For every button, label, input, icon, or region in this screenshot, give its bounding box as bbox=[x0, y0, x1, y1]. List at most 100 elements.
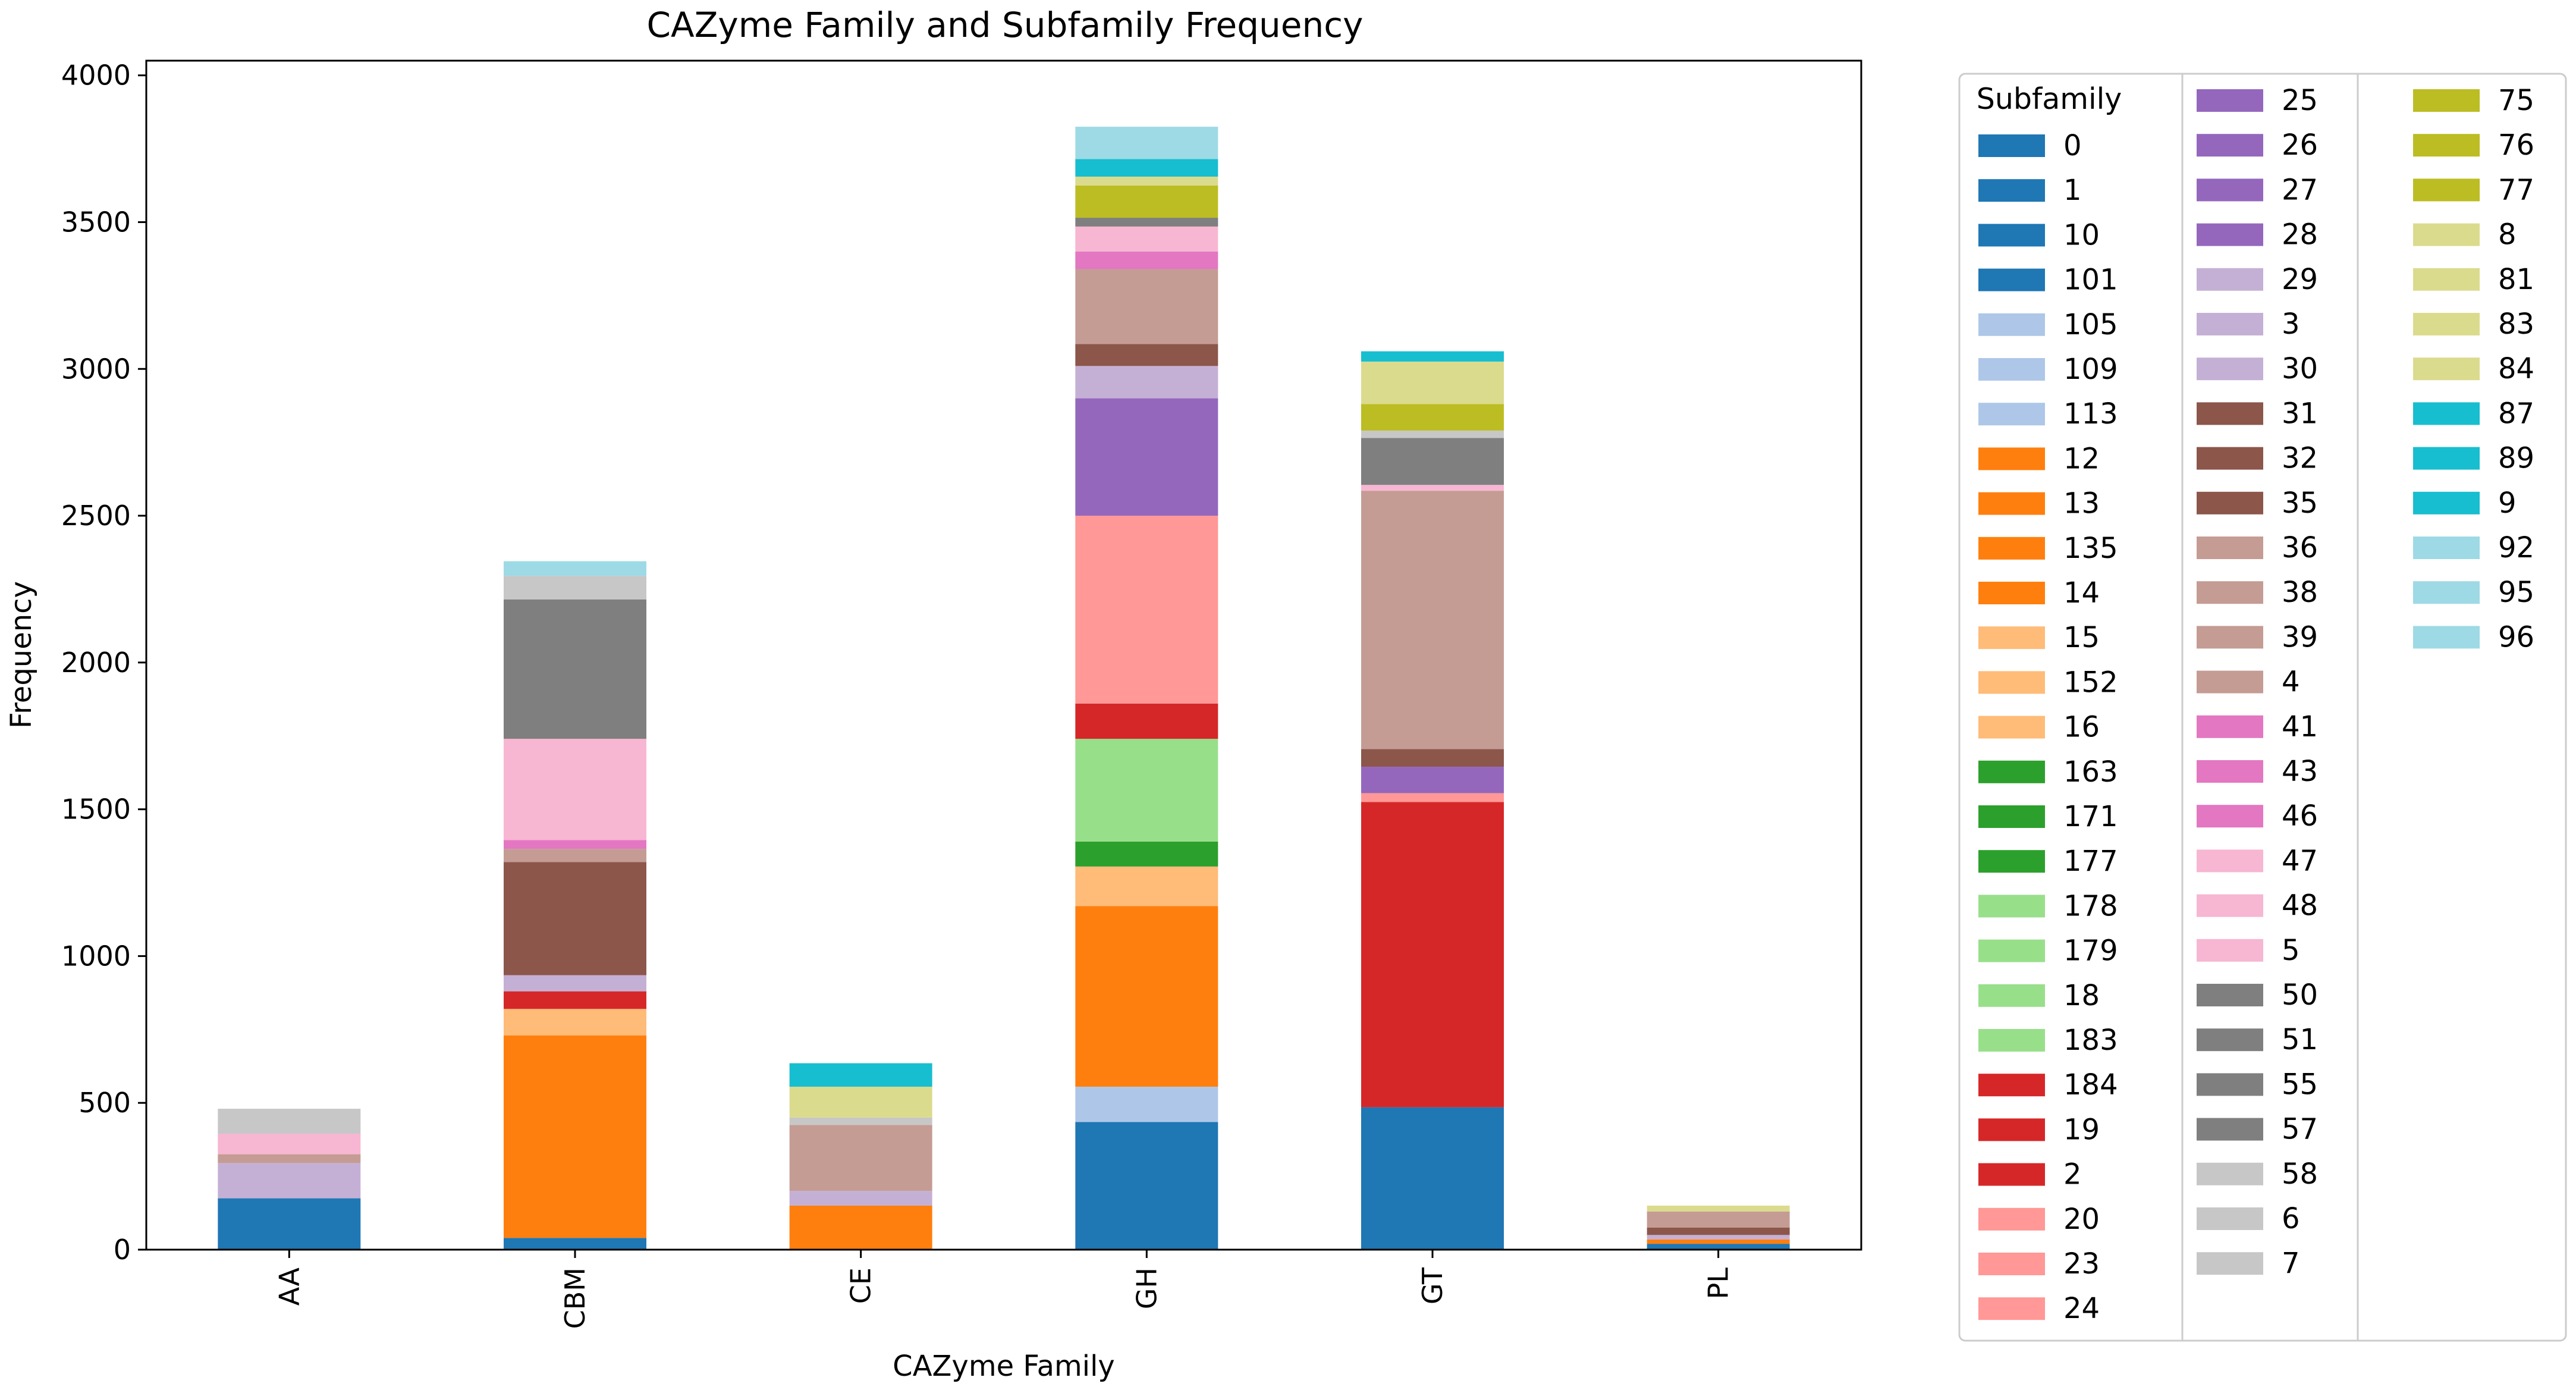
bar-segment-GT-subfamily-77 bbox=[1361, 404, 1504, 431]
legend-label-57: 57 bbox=[2282, 1113, 2318, 1146]
legend-label-24: 24 bbox=[2063, 1292, 2100, 1325]
y-tick-label: 0 bbox=[114, 1234, 131, 1266]
legend-label-105: 105 bbox=[2063, 308, 2118, 341]
bar-segment-CE-subfamily-4 bbox=[789, 1125, 932, 1191]
legend-label-58: 58 bbox=[2282, 1157, 2318, 1191]
legend-swatch-7 bbox=[2197, 1252, 2263, 1275]
legend-swatch-23 bbox=[1978, 1253, 2045, 1275]
x-tick-label-PL: PL bbox=[1702, 1267, 1735, 1300]
legend-label-16: 16 bbox=[2063, 711, 2100, 744]
legend-label-19: 19 bbox=[2063, 1113, 2100, 1146]
legend-swatch-51 bbox=[2197, 1028, 2263, 1052]
bar-segment-GT-subfamily-9 bbox=[1361, 351, 1504, 362]
bar-segment-GT-subfamily-2 bbox=[1361, 802, 1504, 1108]
bar-segment-GH-subfamily-84 bbox=[1075, 176, 1218, 186]
legend-label-5: 5 bbox=[2282, 934, 2300, 967]
legend-label-25: 25 bbox=[2282, 84, 2318, 117]
legend-label-41: 41 bbox=[2282, 710, 2318, 743]
legend-swatch-20 bbox=[1978, 1207, 2045, 1231]
bar-segment-PL-subfamily-4 bbox=[1647, 1211, 1790, 1228]
bar-segment-CBM-subfamily-57 bbox=[504, 599, 646, 739]
legend-label-30: 30 bbox=[2282, 352, 2318, 385]
legend-label-50: 50 bbox=[2282, 978, 2318, 1012]
legend-label-0: 0 bbox=[2063, 129, 2082, 162]
legend-label-38: 38 bbox=[2282, 576, 2318, 609]
legend-swatch-50 bbox=[2197, 984, 2263, 1006]
bar-segment-GH-subfamily-57 bbox=[1075, 218, 1218, 227]
bar-segment-CBM-subfamily-35 bbox=[504, 862, 646, 975]
bar-segment-CE-subfamily-7 bbox=[789, 1117, 932, 1125]
plot-frame bbox=[145, 59, 1862, 1251]
bar-segment-CBM-subfamily-16 bbox=[504, 1009, 646, 1036]
legend-label-177: 177 bbox=[2063, 845, 2118, 878]
legend-label-39: 39 bbox=[2282, 620, 2318, 654]
legend-swatch-178 bbox=[1978, 895, 2045, 918]
legend-label-113: 113 bbox=[2063, 397, 2118, 431]
bar-segment-PL-subfamily-35 bbox=[1647, 1227, 1790, 1235]
bar-segment-PL-subfamily-84 bbox=[1647, 1205, 1790, 1212]
bar-segment-CE-subfamily-84 bbox=[789, 1087, 932, 1118]
legend-swatch-0 bbox=[1978, 134, 2045, 157]
bar-segment-CBM-subfamily-5 bbox=[504, 739, 646, 840]
legend-label-3: 3 bbox=[2282, 308, 2300, 341]
legend-label-31: 31 bbox=[2282, 397, 2318, 430]
x-tick-label-GT: GT bbox=[1416, 1267, 1449, 1304]
legend-swatch-18 bbox=[1978, 984, 2045, 1007]
bar-segment-GH-subfamily-24 bbox=[1075, 516, 1218, 704]
legend-label-101: 101 bbox=[2063, 263, 2118, 297]
y-tick-label: 2500 bbox=[61, 500, 131, 532]
bar-segment-CBM-subfamily-1 bbox=[504, 1238, 646, 1250]
bar-segment-AA-subfamily-7 bbox=[218, 1109, 361, 1134]
bar-segment-GH-subfamily-77 bbox=[1075, 185, 1218, 218]
legend-label-48: 48 bbox=[2282, 889, 2318, 923]
x-tick-label-AA: AA bbox=[273, 1267, 305, 1306]
legend-swatch-81 bbox=[2413, 268, 2480, 291]
bar-segment-GH-subfamily-28 bbox=[1075, 398, 1218, 516]
bar-segment-AA-subfamily-4 bbox=[218, 1154, 361, 1163]
legend-swatch-55 bbox=[2197, 1073, 2263, 1096]
legend-swatch-32 bbox=[2197, 447, 2263, 470]
legend-swatch-38 bbox=[2197, 581, 2263, 604]
bar-segment-GH-subfamily-16 bbox=[1075, 866, 1218, 906]
y-tick-label: 1000 bbox=[61, 940, 131, 972]
bar-segment-GT-subfamily-57 bbox=[1361, 438, 1504, 485]
legend-swatch-3 bbox=[2197, 313, 2263, 335]
legend-swatch-48 bbox=[2197, 894, 2263, 917]
y-tick-label: 3000 bbox=[61, 353, 131, 385]
legend-swatch-9 bbox=[2413, 491, 2480, 514]
bar-segment-GT-subfamily-7 bbox=[1361, 430, 1504, 438]
bar-segment-GH-subfamily-177 bbox=[1075, 841, 1218, 867]
legend-swatch-8 bbox=[2413, 223, 2480, 246]
legend-label-55: 55 bbox=[2282, 1068, 2318, 1101]
legend-swatch-19 bbox=[1978, 1118, 2045, 1141]
legend-swatch-28 bbox=[2197, 223, 2263, 246]
legend-swatch-83 bbox=[2413, 313, 2480, 335]
legend-swatch-24 bbox=[1978, 1297, 2045, 1320]
legend-swatch-27 bbox=[2197, 178, 2263, 202]
legend-swatch-16 bbox=[1978, 716, 2045, 739]
legend-swatch-36 bbox=[2197, 537, 2263, 559]
legend-swatch-76 bbox=[2413, 134, 2480, 157]
bar-segment-AA-subfamily-1 bbox=[218, 1198, 361, 1250]
legend-label-109: 109 bbox=[2063, 353, 2118, 386]
legend-label-20: 20 bbox=[2063, 1203, 2100, 1236]
bar-segment-CE-subfamily-9 bbox=[789, 1063, 932, 1087]
legend-swatch-163 bbox=[1978, 760, 2045, 783]
legend-swatch-87 bbox=[2413, 402, 2480, 425]
legend-label-10: 10 bbox=[2063, 218, 2100, 252]
legend-label-29: 29 bbox=[2282, 263, 2318, 296]
legend-swatch-135 bbox=[1978, 537, 2045, 560]
y-tick-label: 500 bbox=[78, 1087, 131, 1119]
legend-label-14: 14 bbox=[2063, 576, 2100, 610]
legend-swatch-184 bbox=[1978, 1074, 2045, 1097]
bar-segment-CBM-subfamily-7 bbox=[504, 576, 646, 600]
legend-label-13: 13 bbox=[2063, 487, 2100, 520]
legend-label-6: 6 bbox=[2282, 1202, 2300, 1235]
legend-label-178: 178 bbox=[2063, 889, 2118, 923]
bar-segment-GT-subfamily-35 bbox=[1361, 749, 1504, 767]
legend-label-77: 77 bbox=[2498, 173, 2534, 206]
legend-label-43: 43 bbox=[2282, 755, 2318, 788]
bar-segment-GT-subfamily-84 bbox=[1361, 361, 1504, 404]
bar-segment-CE-subfamily-30 bbox=[789, 1191, 932, 1206]
legend-swatch-77 bbox=[2413, 178, 2480, 202]
